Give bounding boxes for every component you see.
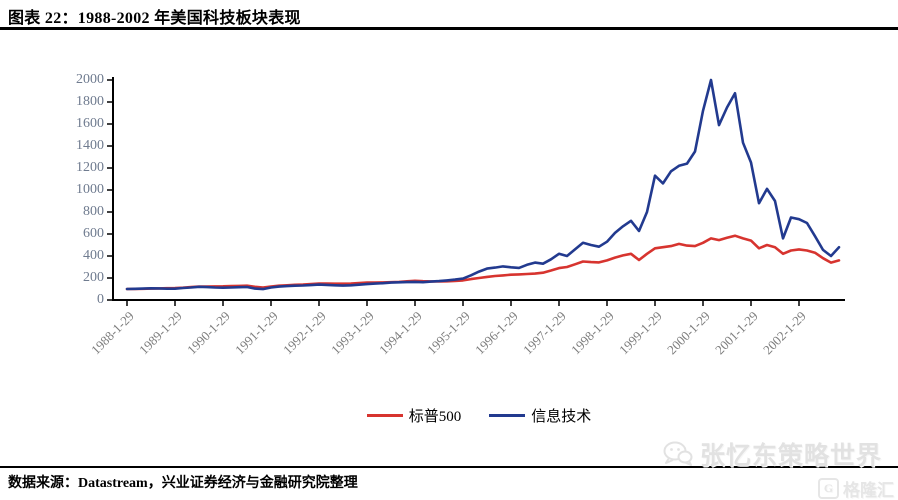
wechat-icon — [663, 441, 693, 466]
legend-item-sp500: 标普500 — [366, 405, 462, 426]
title-divider — [0, 27, 898, 30]
y-axis-tick-label: 2000 — [76, 72, 104, 87]
y-axis-tick-label: 0 — [97, 292, 104, 307]
page-title: 图表 22：1988-2002 年美国科技板块表现 — [8, 10, 301, 27]
series-line-信息技术 — [125, 78, 841, 291]
source-note: 数据来源：Datastream，兴业证券经济与金融研究院整理 — [8, 476, 358, 491]
it-line-swatch-icon — [489, 414, 526, 417]
y-axis-tick-label: 1600 — [76, 116, 104, 131]
y-axis-tick-label: 800 — [83, 204, 104, 219]
watermark: 张忆东策略世界 — [663, 436, 882, 472]
y-axis-tick-label: 400 — [83, 248, 104, 263]
series-line-标普500 — [125, 234, 841, 291]
legend-item-it: 信息技术 — [489, 405, 591, 426]
watermark-text: 张忆东策略世界 — [699, 443, 882, 470]
legend-label-sp500: 标普500 — [408, 409, 462, 425]
y-axis-tick-label: 200 — [83, 270, 104, 285]
y-axis-tick-label: 1200 — [76, 160, 104, 175]
footer-divider — [0, 466, 898, 468]
sp500-line-swatch-icon — [366, 414, 403, 417]
gelonghui-logo: G 格隆汇 — [818, 476, 894, 500]
y-axis-tick-label: 1400 — [76, 138, 104, 153]
legend-label-it: 信息技术 — [531, 409, 592, 425]
gelonghui-logo-text: 格隆汇 — [843, 481, 894, 500]
y-axis-tick-label: 600 — [83, 226, 104, 241]
chart-legend: 标普500 信息技术 — [113, 405, 845, 426]
y-axis-tick-label: 1800 — [76, 94, 104, 109]
y-axis-tick-label: 1000 — [76, 182, 104, 197]
gelonghui-logo-icon: G — [818, 478, 839, 499]
